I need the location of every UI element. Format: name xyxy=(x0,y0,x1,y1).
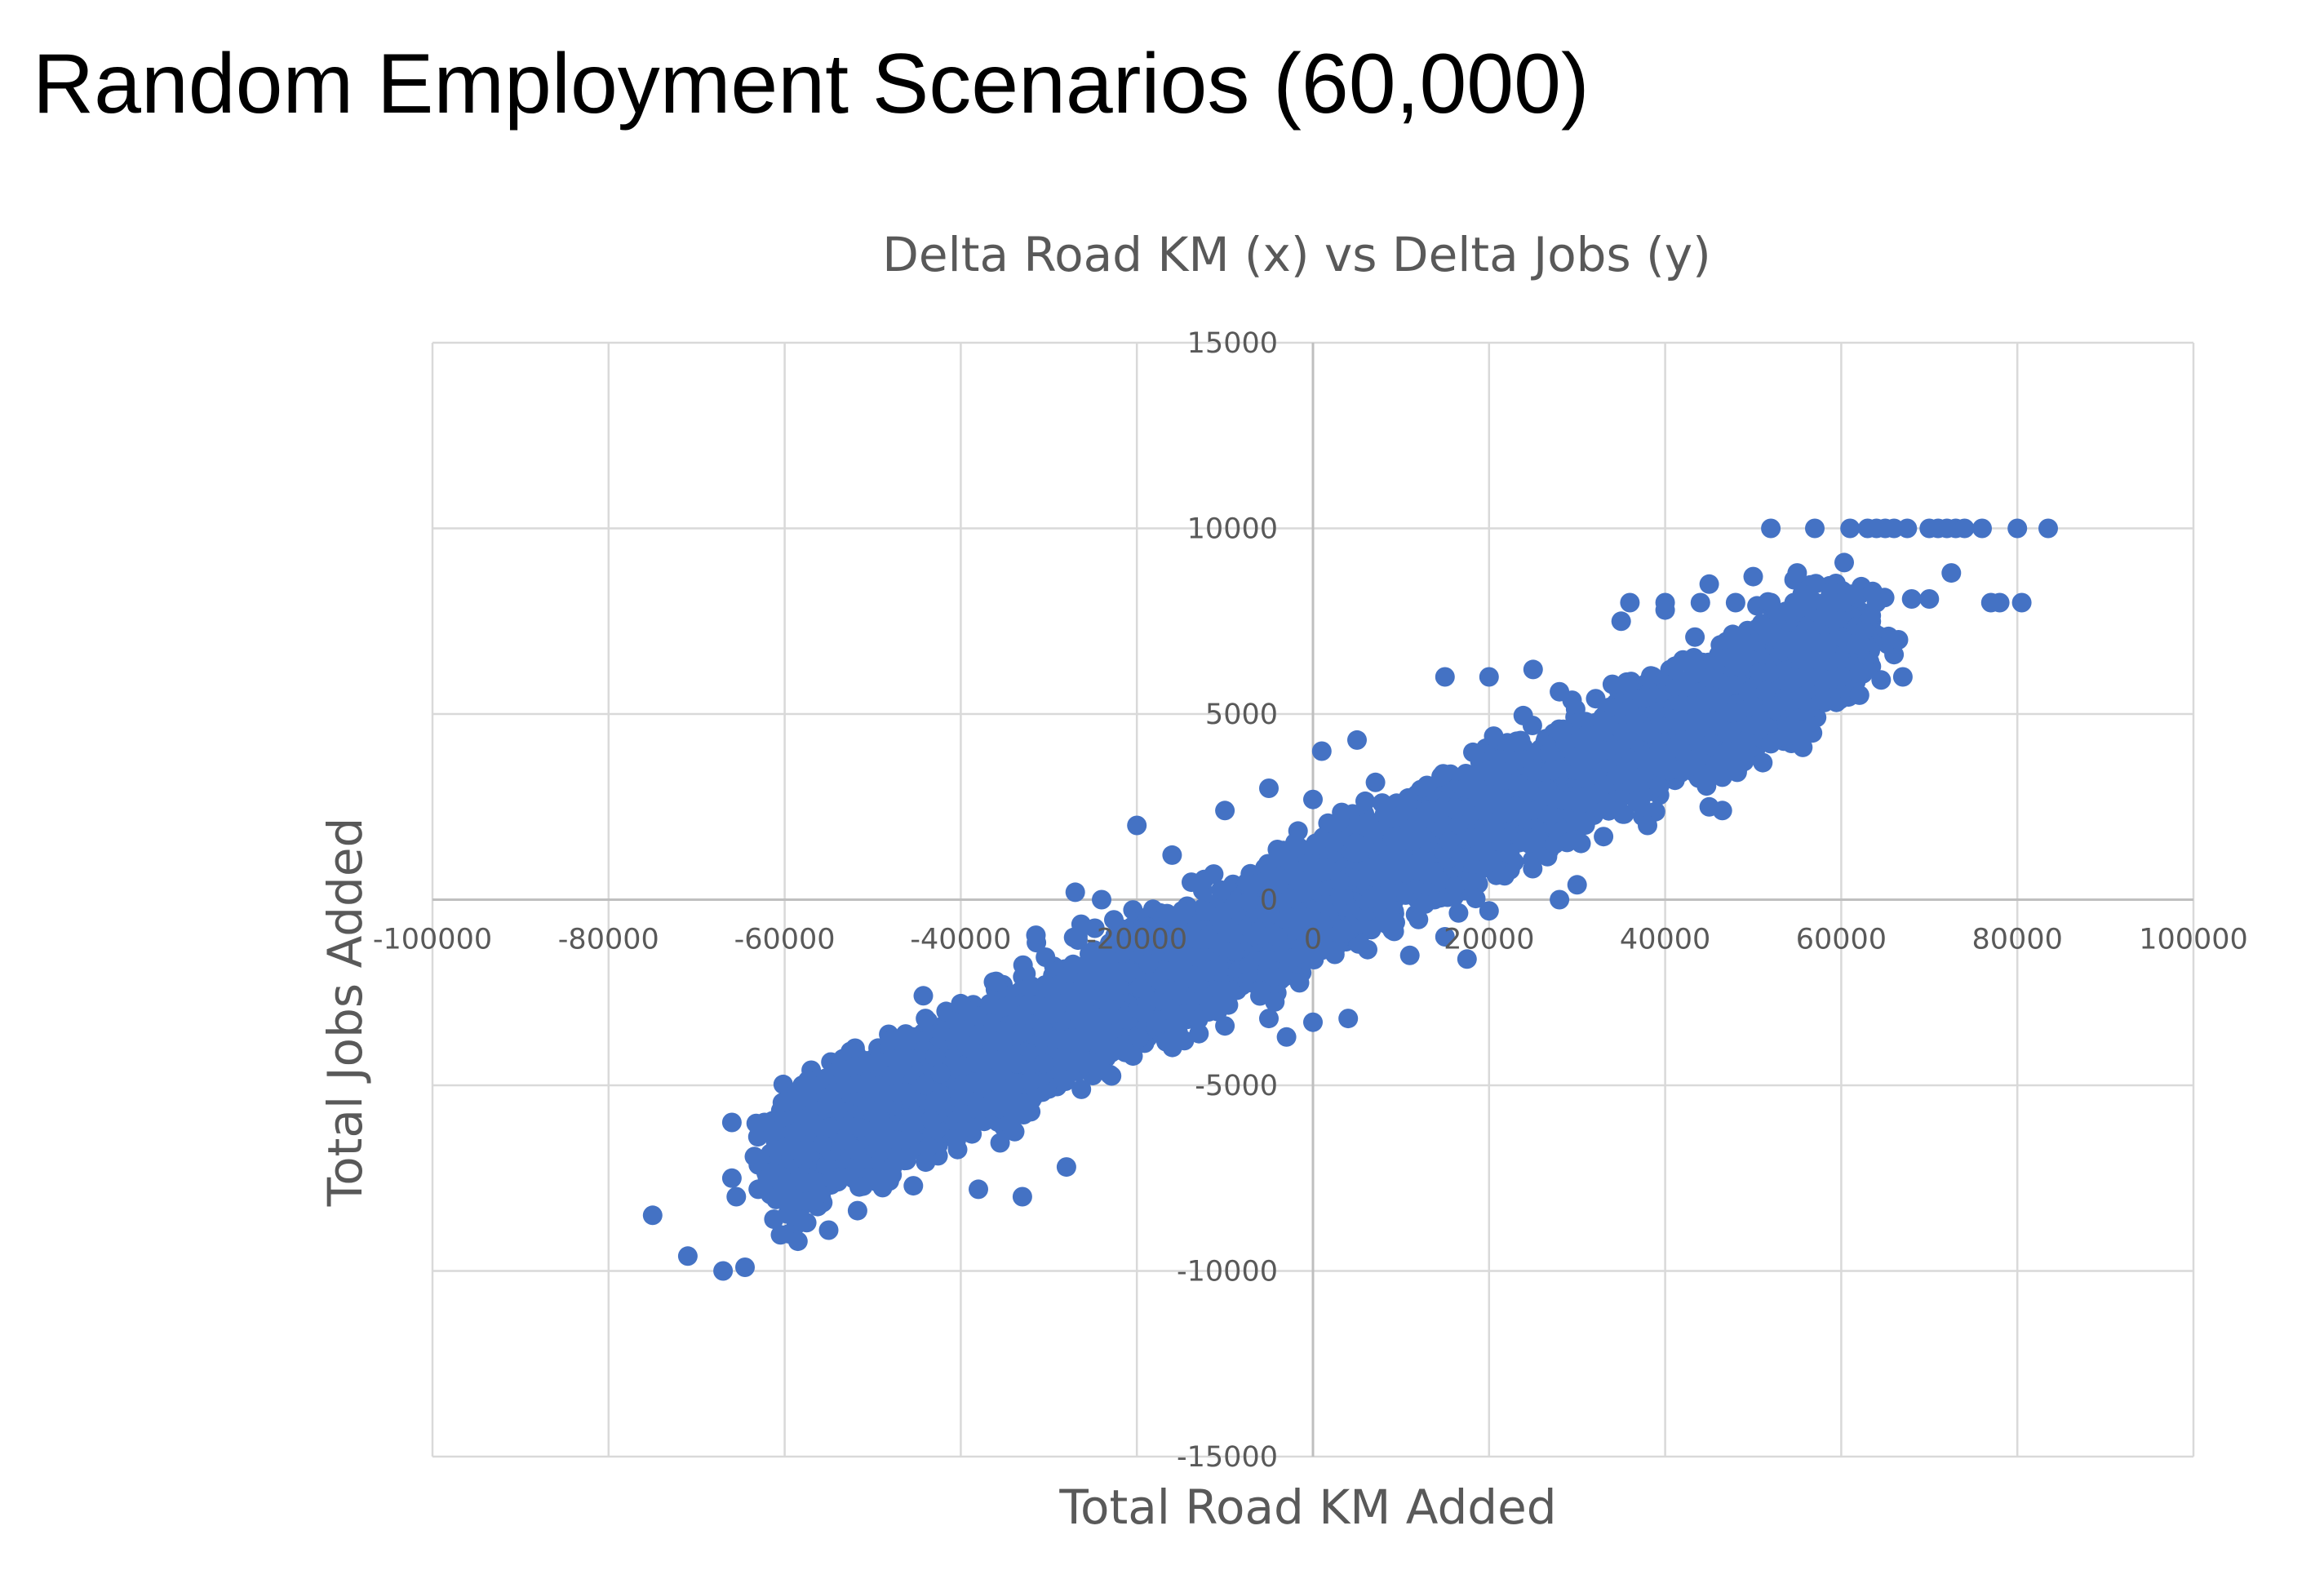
data-point xyxy=(990,1133,1010,1153)
data-point xyxy=(1417,775,1437,796)
data-points xyxy=(642,518,2058,1281)
data-point xyxy=(1174,1031,1195,1051)
data-point xyxy=(847,1200,867,1221)
data-point xyxy=(1398,787,1418,808)
data-point xyxy=(1265,991,1285,1012)
data-point xyxy=(1571,833,1591,854)
data-point xyxy=(1484,726,1504,747)
data-point xyxy=(947,1139,968,1160)
chart-title: Delta Road KM (x) vs Delta Jobs (y) xyxy=(882,227,1710,282)
data-point xyxy=(1084,918,1105,938)
data-point xyxy=(1448,903,1469,923)
data-point xyxy=(1102,1066,1122,1086)
slide-title: Random Employment Scenarios (60,000) xyxy=(33,37,1590,131)
data-point xyxy=(913,986,934,1006)
data-point xyxy=(764,1209,784,1230)
data-point xyxy=(1026,925,1046,946)
data-point xyxy=(1523,858,1543,879)
data-point xyxy=(1522,716,1542,735)
data-point xyxy=(1289,973,1310,993)
data-point xyxy=(1071,1079,1092,1099)
data-point xyxy=(1365,772,1386,792)
data-point xyxy=(1685,627,1705,647)
data-point xyxy=(1036,947,1056,967)
data-point xyxy=(1834,552,1854,573)
